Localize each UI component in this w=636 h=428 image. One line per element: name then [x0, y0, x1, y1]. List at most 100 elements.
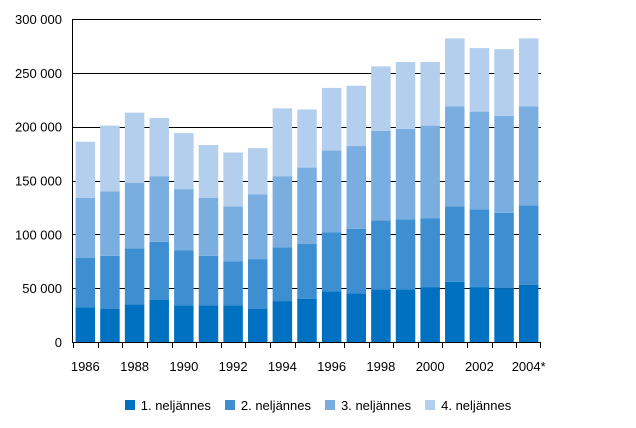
- bar-segment: [469, 209, 490, 288]
- bar-segment: [247, 259, 268, 309]
- bar-segment: [346, 146, 367, 229]
- x-tick-label: 1994: [268, 359, 297, 374]
- bar-segment: [223, 206, 243, 262]
- bar-segment: [247, 148, 268, 195]
- legend-swatch: [124, 400, 135, 410]
- legend-swatch: [224, 400, 235, 410]
- legend-label: 1. neljännes: [140, 397, 211, 413]
- bar-segment: [100, 191, 120, 256]
- bar-segment: [149, 118, 169, 177]
- bar-segment: [297, 244, 317, 299]
- bar-segment: [518, 38, 539, 107]
- bar-segment: [518, 205, 539, 285]
- bar-segment: [395, 289, 416, 342]
- bar-segment: [420, 125, 440, 219]
- bar-segment: [469, 48, 490, 112]
- x-tick-label: 1990: [169, 359, 198, 374]
- bar-segment: [297, 298, 317, 342]
- bar-segment: [174, 189, 194, 251]
- bar-segment: [371, 289, 391, 342]
- bar-segment: [371, 66, 391, 131]
- bar-segment: [174, 305, 194, 342]
- bar-segment: [371, 220, 391, 290]
- bar-segment: [346, 85, 367, 147]
- y-tick-label: 250 000: [15, 66, 62, 81]
- bar-segment: [149, 241, 169, 301]
- bar-segment: [395, 219, 416, 290]
- bar-segment: [223, 152, 243, 207]
- bar-segment: [272, 301, 293, 342]
- bar-segment: [518, 284, 539, 342]
- bar-segment: [420, 62, 440, 126]
- bar-segment: [395, 128, 416, 220]
- bar-segment: [75, 141, 96, 198]
- bar-segment: [149, 176, 169, 242]
- bar-segment: [247, 308, 268, 342]
- bar-segment: [469, 111, 490, 210]
- bar-segment: [445, 106, 465, 207]
- x-tick-label: 1986: [71, 359, 100, 374]
- x-tick-label: 1988: [120, 359, 149, 374]
- bar-segment: [124, 112, 145, 183]
- bar-segment: [124, 182, 145, 249]
- bar-segment: [469, 287, 490, 342]
- bar-segment: [297, 109, 317, 168]
- y-tick-label: 50 000: [22, 281, 62, 296]
- bar-segment: [100, 308, 120, 342]
- legend-item: 2. neljännes: [224, 397, 311, 413]
- bar-segment: [297, 167, 317, 245]
- legend-label: 2. neljännes: [240, 397, 311, 413]
- bar-segment: [100, 255, 120, 309]
- y-tick-label: 300 000: [15, 12, 62, 27]
- y-tick-label: 100 000: [15, 227, 62, 242]
- x-tick-label: 2004*: [512, 359, 546, 374]
- bar-segment: [124, 248, 145, 305]
- bar-segment: [198, 197, 219, 256]
- x-tick-label: 1992: [219, 359, 248, 374]
- x-tick-label: 1996: [317, 359, 346, 374]
- legend: 1. neljännes 2. neljännes 3. neljännes 4. n…: [0, 395, 636, 415]
- legend-label: 4. neljännes: [441, 397, 512, 413]
- bar-segment: [494, 288, 514, 342]
- legend-swatch: [325, 400, 335, 410]
- bar-segment: [445, 206, 465, 282]
- bar-segment: [321, 291, 342, 342]
- bar-segment: [420, 287, 440, 342]
- bar-segment: [321, 232, 342, 292]
- bar-segment: [272, 176, 293, 248]
- bar-segment: [198, 305, 219, 342]
- legend-item: 3. neljännes: [325, 398, 411, 413]
- bar-segment: [494, 115, 514, 213]
- bar-segment: [174, 133, 194, 190]
- bar-segment: [346, 293, 367, 342]
- bar-segment: [346, 228, 367, 294]
- bar-segment: [420, 218, 440, 288]
- bar-segment: [395, 62, 416, 129]
- bar-segment: [321, 150, 342, 233]
- bar-segment: [445, 281, 465, 342]
- bar-segment: [247, 194, 268, 260]
- bar-segment: [518, 106, 539, 206]
- bar-segment: [149, 300, 169, 342]
- bar-segment: [445, 38, 465, 107]
- bar-segment: [100, 125, 120, 192]
- y-tick-label: 150 000: [15, 174, 62, 189]
- y-tick-label: 0: [55, 335, 62, 350]
- bar-segment: [223, 305, 243, 342]
- bar-segment: [321, 87, 342, 151]
- bar-segment: [198, 255, 219, 306]
- bar-segment: [124, 304, 145, 342]
- bar-segment: [223, 261, 243, 306]
- legend-item: 4. neljännes: [425, 398, 511, 413]
- bar-segment: [75, 197, 96, 259]
- bar-segment: [494, 212, 514, 289]
- x-tick-label: 2002: [465, 359, 494, 374]
- x-tick-label: 2000: [416, 359, 445, 374]
- y-tick-label: 200 000: [15, 120, 62, 135]
- bar-segment: [75, 258, 96, 308]
- bar-segment: [174, 250, 194, 306]
- bar-segment: [494, 49, 514, 116]
- x-tick-label: 1998: [366, 359, 395, 374]
- bar-segment: [272, 247, 293, 302]
